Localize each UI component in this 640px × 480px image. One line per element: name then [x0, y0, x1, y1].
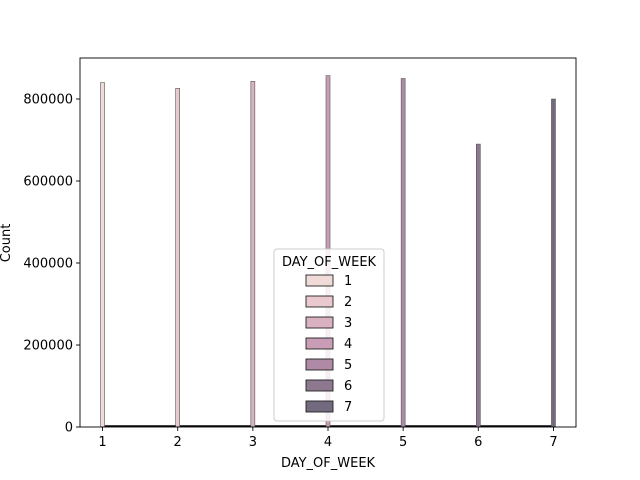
legend-swatch-6	[305, 379, 334, 392]
legend-swatch-5	[305, 358, 334, 371]
x-axis-label: DAY_OF_WEEK	[281, 456, 376, 471]
legend-box	[273, 248, 385, 422]
y-axis: 0 200000 400000 600000 800000	[23, 93, 80, 436]
legend-swatch-4	[305, 337, 334, 350]
x-axis: 1 2 3 4 5 6 7	[98, 427, 558, 450]
x-tick-label: 3	[249, 435, 257, 450]
legend-label-4: 4	[344, 337, 352, 352]
legend-swatch-7	[305, 400, 334, 413]
x-tick-label: 5	[399, 435, 407, 450]
y-axis-label: Count	[0, 224, 14, 263]
legend-label-7: 7	[344, 400, 352, 415]
x-tick-label: 7	[549, 435, 557, 450]
x-tick-label: 4	[324, 435, 332, 450]
bar-day-6	[476, 143, 481, 428]
x-tick-label: 2	[174, 435, 182, 450]
legend-label-3: 3	[344, 316, 352, 331]
y-tick-label: 800000	[23, 93, 73, 108]
bar-day-5	[400, 78, 406, 428]
legend-title: DAY_OF_WEEK	[282, 255, 377, 270]
legend: DAY_OF_WEEK 1 2 3 4 5 6 7	[273, 248, 385, 422]
legend-swatch-1	[305, 274, 334, 287]
bar-day-3	[250, 81, 256, 428]
legend-swatch-2	[305, 295, 334, 308]
bar-day-7	[551, 98, 556, 428]
y-tick-label: 400000	[23, 257, 73, 272]
legend-swatch-3	[305, 316, 334, 329]
x-tick-label: 1	[98, 435, 106, 450]
legend-label-6: 6	[344, 379, 352, 394]
legend-label-1: 1	[344, 274, 352, 289]
x-tick-label: 6	[474, 435, 482, 450]
y-tick-label: 200000	[23, 339, 73, 354]
bar-day-1	[100, 82, 105, 428]
legend-label-5: 5	[344, 358, 352, 373]
y-tick-label: 600000	[23, 175, 73, 190]
legend-label-2: 2	[344, 295, 352, 310]
y-tick-label: 0	[65, 421, 73, 436]
bar-day-2	[175, 88, 180, 428]
